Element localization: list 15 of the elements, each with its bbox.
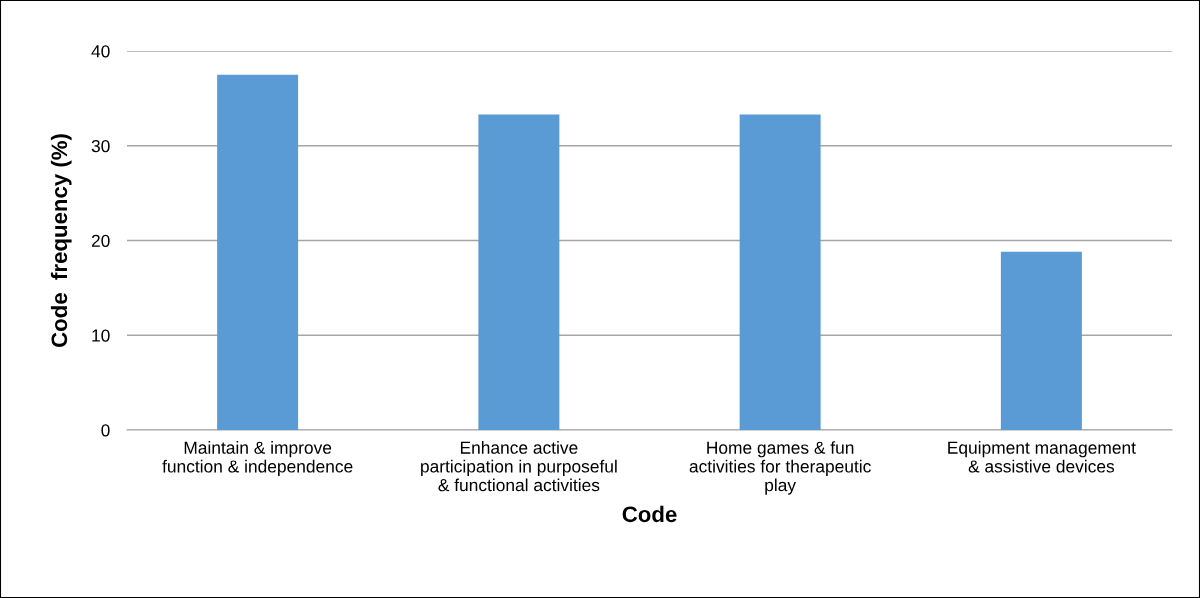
y-tick-label: 30	[91, 139, 110, 153]
x-axis-title: Code	[622, 505, 677, 523]
y-tick-label: 40	[91, 45, 110, 58]
x-tick-label: Maintain & improve function & independence	[162, 441, 353, 476]
y-tick-label: 0	[101, 424, 110, 437]
bar	[478, 114, 560, 430]
bar	[217, 74, 299, 430]
y-tick-label: 10	[92, 329, 110, 342]
y-axis-title: Code frequency (%)	[50, 134, 72, 347]
x-tick-label: Equipment management & assistive devices	[948, 441, 1136, 473]
y-tick-label: 20	[91, 234, 110, 247]
x-tick-label: Home games & fun activities for therapeutic play	[689, 441, 871, 495]
bar	[739, 114, 821, 430]
x-tick-label: Enhance active participation in purposeful & functional activities	[421, 441, 617, 492]
bar	[1000, 251, 1082, 430]
